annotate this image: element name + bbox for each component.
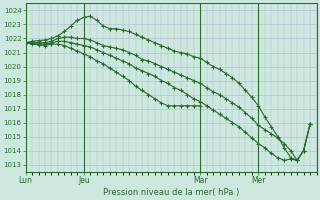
X-axis label: Pression niveau de la mer( hPa ): Pression niveau de la mer( hPa ) [103,188,239,197]
